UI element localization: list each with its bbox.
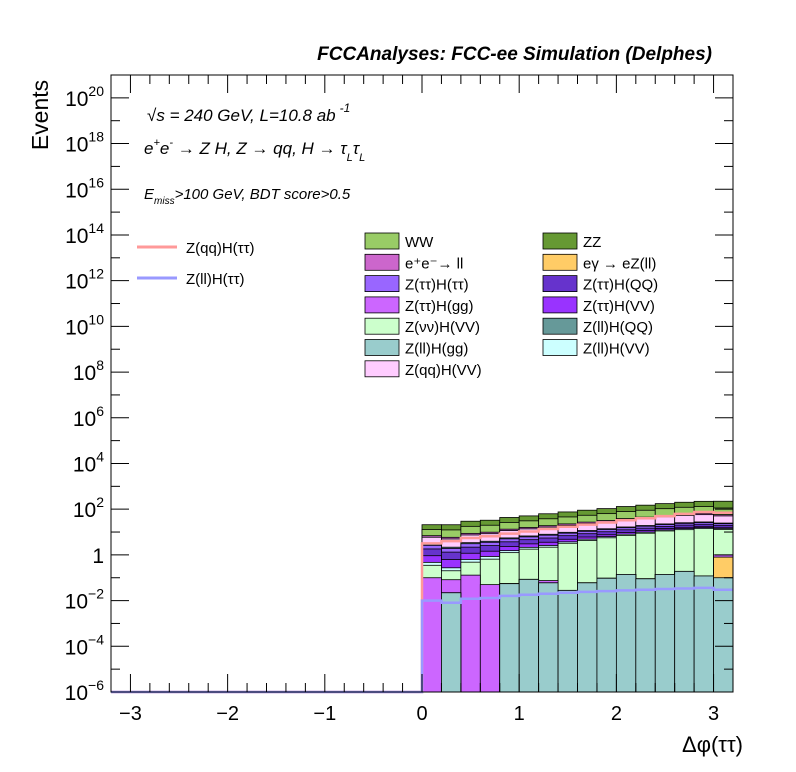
- y-tick-label: 1016: [65, 174, 104, 202]
- bar-z-ll-h-gg: [615, 574, 637, 693]
- legend-swatch: [542, 232, 578, 250]
- x-tick-label: 2: [611, 703, 622, 725]
- legend-label: Z(ll)H(gg): [405, 341, 468, 358]
- bar-z-ll-h-gg: [557, 589, 578, 693]
- legend-swatch: [364, 317, 400, 335]
- legend-swatch: [364, 253, 400, 271]
- legend-label: WW: [405, 234, 434, 251]
- legend-label: eγ → eZ(ll): [583, 255, 656, 272]
- y-tick-label: 1014: [65, 220, 104, 248]
- x-tick-label: 0: [416, 703, 427, 725]
- process-annotation: e+e- → Z H, Z → qq, H → τLτL: [144, 137, 365, 164]
- series-z-ll-h-gg: [441, 570, 734, 693]
- y-tick-label: 106: [73, 403, 104, 431]
- x-tick-label: −2: [216, 703, 239, 725]
- bar-z-ll-h-gg: [499, 583, 520, 693]
- legend-swatch: [542, 296, 578, 314]
- chart-title: FCCAnalyses: FCC-ee Simulation (Delphes): [317, 44, 712, 65]
- legend-label: Z(νν)H(VV): [405, 319, 480, 336]
- legend-swatch: [364, 232, 400, 250]
- legend-label: Z(ll)H(VV): [583, 341, 650, 358]
- legend-label: Z(qq)H(ττ): [186, 240, 255, 257]
- legend-label: Z(ττ)H(QQ): [583, 277, 658, 294]
- y-tick-label: 1: [92, 545, 104, 568]
- signal-line-2: [111, 586, 733, 694]
- bar-z-ll-h-gg: [538, 582, 559, 693]
- legend-swatch: [542, 317, 578, 335]
- legend-label: ZZ: [583, 234, 601, 251]
- legend-label: Z(qq)H(VV): [405, 362, 482, 379]
- y-axis-label: Events: [27, 80, 53, 150]
- legend-label: Z(ll)H(QQ): [583, 319, 653, 336]
- legend-label: e⁺e⁻→ ll: [405, 255, 463, 272]
- y-tick-label: 108: [73, 357, 104, 385]
- bar-z-ll-h-gg: [441, 592, 462, 693]
- bar-z-h-gg: [421, 577, 442, 693]
- legend-swatch: [542, 275, 578, 293]
- legend-swatch: [542, 339, 578, 356]
- y-tick-label: 1020: [65, 83, 104, 111]
- bar-z-ll-h-gg: [654, 574, 676, 693]
- y-tick-label: 104: [73, 448, 104, 476]
- bar-z-ll-h-gg: [577, 582, 598, 693]
- tick-labels: −3 −2 −1 0 1 2 3 10−6 10−4 10−2 1 102 104 106 108 1010 1…: [65, 83, 719, 725]
- y-tick-label: 1010: [65, 311, 104, 339]
- x-tick-label: −3: [119, 703, 142, 725]
- y-tick-label: 102: [73, 494, 104, 522]
- x-tick-label: −1: [313, 703, 336, 725]
- signal-lines: [111, 510, 733, 694]
- x-tick-label: 1: [514, 703, 525, 725]
- legend-swatch: [542, 253, 578, 271]
- y-tick-label: 1012: [65, 266, 104, 294]
- legend-label: Z(ττ)H(gg): [405, 298, 474, 315]
- y-tick-label: 1018: [65, 129, 104, 157]
- bar-z-h-gg: [460, 574, 481, 693]
- x-tick-label: 3: [708, 703, 719, 725]
- bar-z-ll-h-gg: [518, 578, 540, 693]
- y-tick-label: 10−2: [65, 586, 105, 614]
- axis-ticks: [110, 74, 734, 693]
- signal-line-1: [111, 510, 733, 694]
- legend-swatch: [364, 360, 400, 378]
- legend-label: Z(ll)H(ττ): [186, 271, 245, 288]
- y-tick-label: 10−4: [65, 631, 105, 659]
- stacked-histograms: [421, 500, 734, 693]
- bar-z-ll-h-gg: [596, 577, 617, 693]
- bar-z-ll-h-gg: [713, 577, 734, 693]
- y-tick-label: 10−6: [65, 677, 105, 705]
- bar-z-ll-h-gg: [693, 575, 714, 693]
- selection-annotation: Emiss>100 GeV, BDT score>0.5: [144, 186, 351, 207]
- legend-label: Z(ττ)H(VV): [583, 298, 655, 315]
- bar-z-ll-h-gg: [635, 578, 656, 693]
- bar-z-h-gg: [479, 584, 501, 693]
- legend: Z(qq)H(ττ) Z(ll)H(ττ) WW e⁺e⁻→ ll Z(ττ)H(ττ)…: [137, 232, 658, 379]
- legend-label: Z(ττ)H(ττ): [405, 277, 469, 294]
- energy-annotation: √s = 240 GeV, L=10.8 ab -1: [147, 101, 350, 125]
- legend-swatch: [364, 339, 400, 356]
- legend-swatch: [364, 275, 400, 293]
- x-axis-label: Δφ(ττ): [682, 732, 743, 757]
- legend-swatch: [364, 296, 400, 314]
